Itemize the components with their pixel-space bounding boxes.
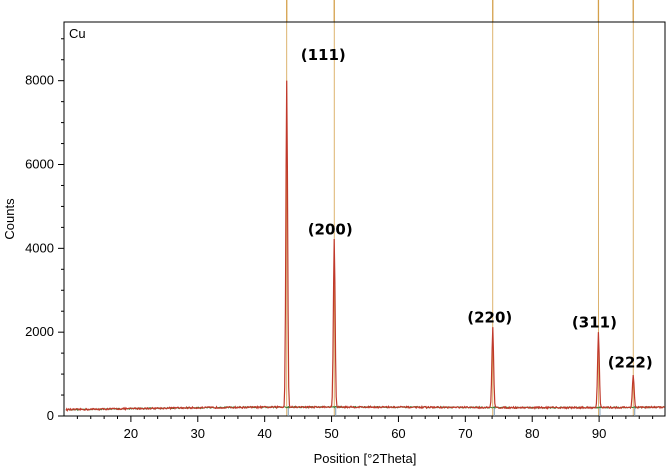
x-tick-label: 70: [458, 426, 472, 441]
measured-pattern: [65, 80, 665, 412]
x-axis-title: Position [°2Theta]: [314, 451, 417, 466]
sample-label: Cu: [69, 26, 86, 41]
x-tick-label: 40: [257, 426, 271, 441]
y-axis-title: Counts: [2, 198, 17, 240]
x-tick-label: 20: [124, 426, 138, 441]
y-tick-label: 6000: [25, 157, 54, 172]
peak-label: (311): [572, 313, 617, 331]
peak-label: (220): [467, 308, 512, 326]
y-tick-label: 4000: [25, 240, 54, 255]
y-tick-label: 8000: [25, 73, 54, 88]
x-tick-label: 90: [592, 426, 606, 441]
y-tick-label: 2000: [25, 324, 54, 339]
x-tick-label: 60: [391, 426, 405, 441]
peak-label: (111): [301, 46, 346, 64]
y-tick-label: 0: [47, 408, 54, 423]
y-axis: 0 2000 4000 6000 8000: [25, 38, 64, 423]
peak-labels: (111) (200) (220) (311) (222): [301, 46, 653, 371]
x-axis: 20 30 40 50 60 70 80 90: [76, 416, 654, 441]
x-tick-label: 80: [525, 426, 539, 441]
peak-label: (200): [308, 220, 353, 238]
x-tick-label: 50: [324, 426, 338, 441]
plot-frame: [63, 21, 666, 417]
x-tick-label: 30: [191, 426, 205, 441]
peak-label: (222): [608, 353, 653, 371]
